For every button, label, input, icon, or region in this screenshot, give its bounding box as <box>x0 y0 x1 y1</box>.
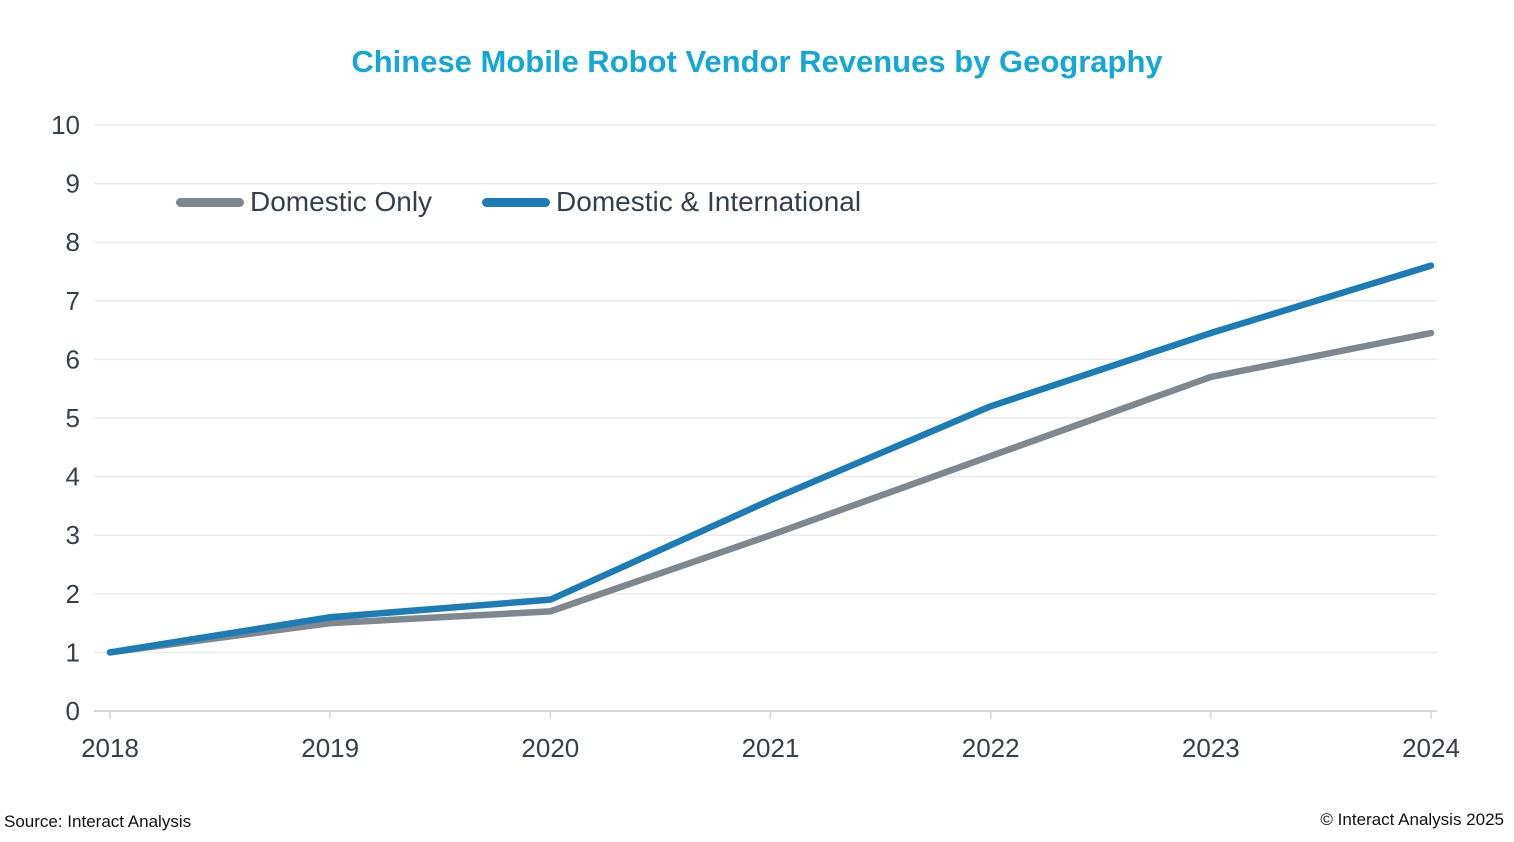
x-tick-label: 2024 <box>1402 733 1460 763</box>
series-line-domestic-international <box>106 262 1435 656</box>
x-tick-label: 2019 <box>301 733 359 763</box>
y-tick-label: 9 <box>66 169 80 199</box>
source-credit: Source: Interact Analysis <box>4 812 192 831</box>
y-tick-label: 4 <box>66 462 80 492</box>
series-line-domestic-only <box>106 329 1435 656</box>
y-tick-label: 10 <box>51 110 80 140</box>
x-tick-label: 2021 <box>742 733 800 763</box>
x-tick-label: 2023 <box>1182 733 1240 763</box>
y-tick-label: 1 <box>66 637 80 667</box>
legend-label: Domestic & International <box>556 186 862 217</box>
y-tick-label: 7 <box>66 286 80 316</box>
y-tick-label: 6 <box>66 344 80 374</box>
chart-title: Chinese Mobile Robot Vendor Revenues by … <box>351 44 1163 79</box>
legend-item: Domestic & International <box>482 186 861 218</box>
x-tick-label: 2018 <box>81 733 139 763</box>
chart-legend: Domestic Only Domestic & International <box>176 186 861 218</box>
legend-item: Domestic Only <box>176 186 432 218</box>
copyright-notice: © Interact Analysis 2025 <box>1320 810 1504 829</box>
y-tick-label: 0 <box>66 696 80 726</box>
legend-label: Domestic Only <box>250 186 433 217</box>
legend-swatch-icon <box>482 197 551 207</box>
legend-swatch-icon <box>176 197 244 207</box>
y-tick-label: 2 <box>66 579 80 609</box>
y-tick-label: 8 <box>66 227 80 257</box>
x-tick-label: 2022 <box>962 733 1020 763</box>
y-tick-label: 5 <box>66 403 80 433</box>
y-tick-label: 3 <box>66 520 80 550</box>
x-tick-label: 2020 <box>521 733 579 763</box>
